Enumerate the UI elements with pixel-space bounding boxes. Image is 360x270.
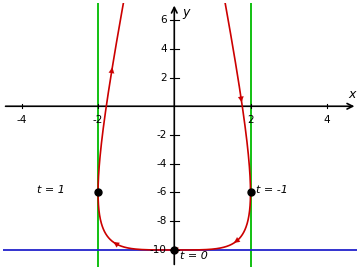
Text: 6: 6: [160, 15, 167, 25]
Text: -10: -10: [150, 245, 167, 255]
Text: -2: -2: [93, 115, 103, 125]
Text: 4: 4: [323, 115, 330, 125]
Text: -4: -4: [156, 159, 167, 169]
Text: -2: -2: [156, 130, 167, 140]
Text: -4: -4: [17, 115, 27, 125]
Text: -6: -6: [156, 187, 167, 197]
Text: x: x: [348, 88, 355, 101]
Text: t = -1: t = -1: [256, 185, 288, 195]
Text: 4: 4: [160, 44, 167, 54]
Text: t = 1: t = 1: [37, 185, 65, 195]
Text: y: y: [182, 6, 189, 19]
Text: 2: 2: [247, 115, 254, 125]
Text: 2: 2: [160, 73, 167, 83]
Text: -8: -8: [156, 216, 167, 226]
Text: t = 0: t = 0: [180, 251, 208, 261]
